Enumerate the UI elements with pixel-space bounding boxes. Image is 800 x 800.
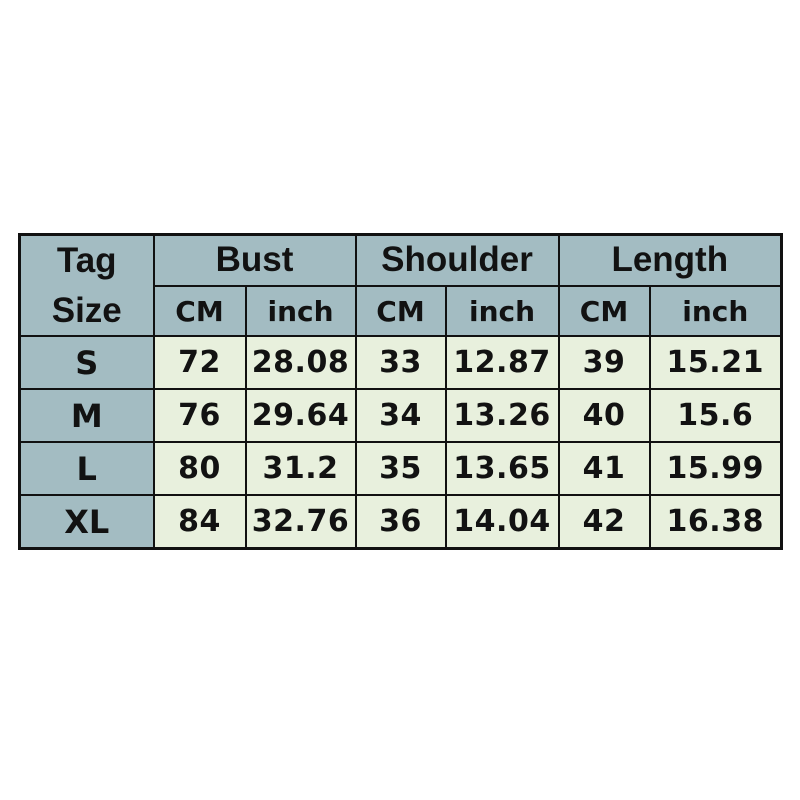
cell-l-shoulder-inch: 13.65 <box>444 441 560 497</box>
row-size-label: M <box>18 388 155 444</box>
header-length-inch: inch <box>648 284 783 338</box>
cell-l-bust-cm: 80 <box>152 441 247 497</box>
cell-xl-length-cm: 42 <box>557 494 651 550</box>
header-length-cm: CM <box>557 284 651 338</box>
cell-m-length-cm: 40 <box>557 388 651 444</box>
cell-l-shoulder-cm: 35 <box>354 441 447 497</box>
cell-m-shoulder-inch: 13.26 <box>444 388 560 444</box>
table-row-s: S 72 28.08 33 12.87 39 15.21 <box>18 335 783 391</box>
cell-l-length-cm: 41 <box>557 441 651 497</box>
row-size-label: L <box>18 441 155 497</box>
table-row-m: M 76 29.64 34 13.26 40 15.6 <box>18 388 783 444</box>
cell-xl-shoulder-cm: 36 <box>354 494 447 550</box>
header-length: Length <box>557 233 783 287</box>
cell-m-shoulder-cm: 34 <box>354 388 447 444</box>
header-unit-row: CM inch CM inch CM inch <box>20 284 783 338</box>
table-header: Tag Size Bust Shoulder Length CM inch CM… <box>18 233 783 338</box>
header-bust: Bust <box>152 233 357 287</box>
cell-s-shoulder-cm: 33 <box>354 335 447 391</box>
table-body: S 72 28.08 33 12.87 39 15.21 M 76 29.64 … <box>18 335 783 550</box>
header-shoulder-inch: inch <box>444 284 560 338</box>
cell-s-shoulder-inch: 12.87 <box>444 335 560 391</box>
header-shoulder-cm: CM <box>354 284 447 338</box>
cell-m-bust-inch: 29.64 <box>244 388 357 444</box>
cell-xl-bust-cm: 84 <box>152 494 247 550</box>
table-row-xl: XL 84 32.76 36 14.04 42 16.38 <box>18 494 783 550</box>
cell-s-bust-cm: 72 <box>152 335 247 391</box>
cell-xl-shoulder-inch: 14.04 <box>444 494 560 550</box>
cell-l-bust-inch: 31.2 <box>244 441 357 497</box>
header-shoulder: Shoulder <box>354 233 560 287</box>
cell-s-bust-inch: 28.08 <box>244 335 357 391</box>
row-size-label: XL <box>18 494 155 550</box>
header-group-row: Tag Size Bust Shoulder Length <box>18 233 783 338</box>
size-chart-table: Tag Size Bust Shoulder Length CM inch CM… <box>18 233 784 550</box>
cell-l-length-inch: 15.99 <box>648 441 783 497</box>
cell-m-bust-cm: 76 <box>152 388 247 444</box>
cell-xl-bust-inch: 32.76 <box>244 494 357 550</box>
cell-xl-length-inch: 16.38 <box>648 494 783 550</box>
row-size-label: S <box>18 335 155 391</box>
cell-m-length-inch: 15.6 <box>648 388 783 444</box>
header-bust-inch: inch <box>244 284 357 338</box>
header-tag-size: Tag Size <box>18 233 155 338</box>
header-bust-cm: CM <box>152 284 247 338</box>
cell-s-length-cm: 39 <box>557 335 651 391</box>
cell-s-length-inch: 15.21 <box>648 335 783 391</box>
table-row-l: L 80 31.2 35 13.65 41 15.99 <box>18 441 783 497</box>
